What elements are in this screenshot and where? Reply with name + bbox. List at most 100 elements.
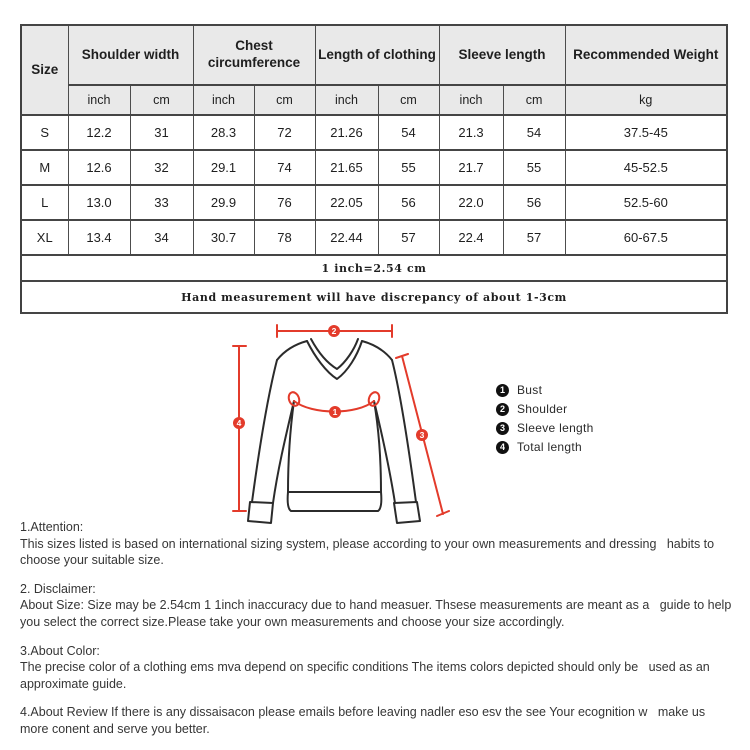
size-chart-table: Size Shoulder width Chest circumference … <box>20 24 729 314</box>
size-cell: L <box>20 184 69 221</box>
value-cell: 32 <box>129 149 194 186</box>
section-body: 4.About Review If there is any dissaisac… <box>20 705 709 736</box>
measurement-legend: 1 Bust 2 Shoulder 3 Sleeve length 4 Tota… <box>496 381 594 457</box>
marker-length-number: 4 <box>237 418 242 428</box>
legend-label: Bust <box>517 383 543 397</box>
value-cell: 78 <box>253 219 316 256</box>
legend-number-badge: 2 <box>496 402 509 416</box>
value-cell: 37.5-45 <box>564 114 728 151</box>
value-cell: 60-67.5 <box>564 219 728 256</box>
col-header-recommended-weight: Recommended Weight <box>564 24 728 86</box>
value-cell: 54 <box>377 114 440 151</box>
section-body: The precise color of a clothing ems mva … <box>20 660 714 691</box>
value-cell: 12.6 <box>67 149 131 186</box>
value-cell: 57 <box>502 219 566 256</box>
value-cell: 33 <box>129 184 194 221</box>
unit-cell-cm: cm <box>502 84 566 116</box>
legend-label: Shoulder <box>517 402 568 416</box>
section-body: About Size: Size may be 2.54cm 1 1inch i… <box>20 598 735 629</box>
value-cell: 56 <box>377 184 440 221</box>
col-group-length-of-clothing: Length of clothing <box>314 24 440 86</box>
disclaimer-section: 2. Disclaimer: About Size: Size may be 2… <box>20 581 732 631</box>
size-cell: S <box>20 114 69 151</box>
inch-conversion-note: 1 inch=2.54 cm <box>20 254 728 282</box>
value-cell: 13.4 <box>67 219 131 256</box>
section-heading: 3.About Color: <box>20 643 100 658</box>
value-cell: 21.3 <box>438 114 504 151</box>
unit-cell-inch: inch <box>192 84 255 116</box>
legend-number-badge: 4 <box>496 440 509 454</box>
value-cell: 21.7 <box>438 149 504 186</box>
value-cell: 54 <box>502 114 566 151</box>
notes-area: 1.Attention: This sizes listed is based … <box>20 519 732 750</box>
marker-length-circle <box>233 417 245 429</box>
legend-number-badge: 3 <box>496 421 509 435</box>
marker-shoulder-circle <box>328 325 340 337</box>
value-cell: 21.65 <box>314 149 379 186</box>
section-heading: 1.Attention: <box>20 520 84 534</box>
legend-label: Sleeve length <box>517 421 594 435</box>
table-row-m: M 12.6 32 29.1 74 21.65 55 21.7 55 45-52… <box>20 149 728 186</box>
value-cell: 52.5-60 <box>564 184 728 221</box>
legend-number-badge: 1 <box>496 383 509 397</box>
section-heading: 2. Disclaimer: <box>20 581 96 596</box>
value-cell: 13.0 <box>67 184 131 221</box>
marker-shoulder-number: 2 <box>332 326 337 336</box>
legend-item-bust: 1 Bust <box>496 381 594 399</box>
col-group-sleeve-length: Sleeve length <box>438 24 566 86</box>
marker-bust-number: 1 <box>333 407 338 417</box>
marker-sleeve-number: 3 <box>420 430 425 440</box>
unit-cell-inch: inch <box>67 84 131 116</box>
unit-cell-cm: cm <box>253 84 316 116</box>
attention-section: 1.Attention: This sizes listed is based … <box>20 519 732 569</box>
col-group-chest-circumference: Chest circumference <box>192 24 316 86</box>
value-cell: 30.7 <box>192 219 255 256</box>
col-group-shoulder-width: Shoulder width <box>67 24 194 86</box>
table-note-row: Hand measurement will have discrepancy o… <box>20 280 728 314</box>
value-cell: 72 <box>253 114 316 151</box>
about-color-section: 3.About Color: The precise color of a cl… <box>20 643 732 693</box>
size-cell: M <box>20 149 69 186</box>
unit-cell-inch: inch <box>314 84 379 116</box>
sweater-outline <box>247 338 421 524</box>
value-cell: 28.3 <box>192 114 255 151</box>
legend-item-shoulder: 2 Shoulder <box>496 400 594 418</box>
unit-cell-inch: inch <box>438 84 504 116</box>
col-header-size: Size <box>20 24 69 116</box>
value-cell: 29.9 <box>192 184 255 221</box>
value-cell: 57 <box>377 219 440 256</box>
legend-label: Total length <box>517 440 582 454</box>
value-cell: 31 <box>129 114 194 151</box>
marker-bust-circle <box>329 406 341 418</box>
marker-sleeve-circle <box>416 429 428 441</box>
value-cell: 56 <box>502 184 566 221</box>
value-cell: 22.0 <box>438 184 504 221</box>
armpit-loop-left <box>287 391 301 407</box>
about-review-section: 4.About Review If there is any dissaisac… <box>20 704 732 737</box>
value-cell: 22.4 <box>438 219 504 256</box>
unit-cell-cm: cm <box>377 84 440 116</box>
value-cell: 29.1 <box>192 149 255 186</box>
measurement-discrepancy-note: Hand measurement will have discrepancy o… <box>20 280 728 314</box>
table-row-s: S 12.2 31 28.3 72 21.26 54 21.3 54 37.5-… <box>20 114 728 151</box>
table-row-l: L 13.0 33 29.9 76 22.05 56 22.0 56 52.5-… <box>20 184 728 221</box>
size-cell: XL <box>20 219 69 256</box>
value-cell: 76 <box>253 184 316 221</box>
unit-cell-kg: kg <box>564 84 728 116</box>
value-cell: 55 <box>377 149 440 186</box>
value-cell: 22.44 <box>314 219 379 256</box>
sweater-measurement-diagram: 1 2 3 4 <box>232 324 450 524</box>
unit-cell-cm: cm <box>129 84 194 116</box>
legend-item-total-length: 4 Total length <box>496 438 594 456</box>
value-cell: 55 <box>502 149 566 186</box>
section-body: This sizes listed is based on internatio… <box>20 536 718 568</box>
legend-item-sleeve-length: 3 Sleeve length <box>496 419 594 437</box>
table-note-row: 1 inch=2.54 cm <box>20 254 728 282</box>
measurement-lines <box>232 324 450 517</box>
value-cell: 34 <box>129 219 194 256</box>
armpit-loop-right <box>367 391 381 407</box>
measurement-markers: 1 2 3 4 <box>233 325 428 441</box>
value-cell: 22.05 <box>314 184 379 221</box>
value-cell: 21.26 <box>314 114 379 151</box>
